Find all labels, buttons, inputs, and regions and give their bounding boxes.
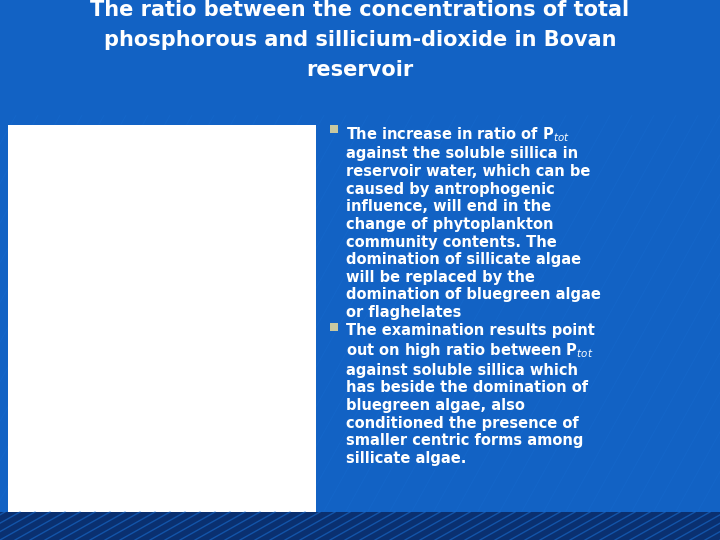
FancyBboxPatch shape <box>0 0 720 115</box>
Bar <box>330 125 338 133</box>
Text: The increase in ratio of P$_{tot}$
against the soluble sillica in
reservoir wate: The increase in ratio of P$_{tot}$ again… <box>346 125 601 320</box>
Bar <box>330 323 338 331</box>
FancyBboxPatch shape <box>0 512 720 540</box>
Text: phosphorous and sillicium-dioxide in Bovan: phosphorous and sillicium-dioxide in Bov… <box>104 30 616 50</box>
FancyBboxPatch shape <box>8 125 316 512</box>
Text: The ratio between the concentrations of total: The ratio between the concentrations of … <box>91 0 629 20</box>
Text: The examination results point
out on high ratio between P$_{tot}$
against solubl: The examination results point out on hig… <box>346 323 595 466</box>
Text: reservoir: reservoir <box>307 60 413 80</box>
